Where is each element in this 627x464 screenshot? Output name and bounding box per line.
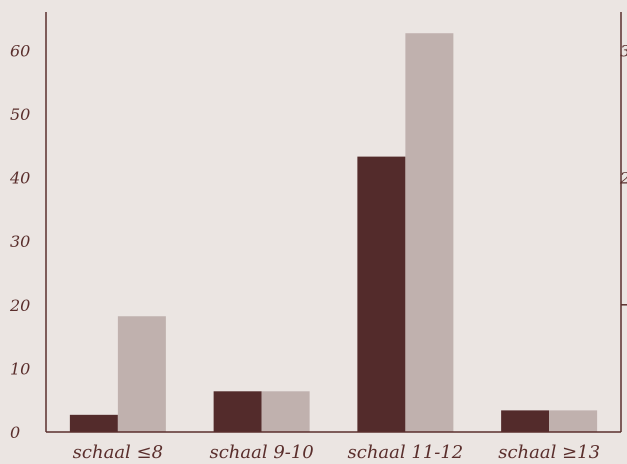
x-tick-label: schaal 9-10 — [209, 442, 313, 463]
y-tick-label: 10 — [10, 359, 30, 378]
bar — [213, 391, 262, 432]
y-tick-label: 20 — [9, 296, 30, 315]
bar — [261, 391, 310, 432]
x-tick-label: schaal ≤8 — [73, 442, 163, 463]
y-axis-left: 0 10 20 30 40 50 60 — [9, 12, 47, 442]
x-tick-label: schaal 11-12 — [348, 442, 464, 463]
bar — [357, 156, 406, 432]
y-tick-label: 0 — [10, 423, 20, 442]
bar — [405, 33, 454, 433]
bar — [501, 410, 550, 432]
y-tick-label: 60 — [10, 41, 30, 60]
bar — [549, 410, 598, 432]
y-right-tick-label: 3 — [620, 41, 627, 60]
x-axis: schaal ≤8 schaal 9-10 schaal 11-12 schaal ≥… — [46, 431, 621, 463]
bars — [69, 33, 598, 433]
y-tick-label: 30 — [10, 232, 30, 251]
y-axis-right: 23 — [619, 12, 627, 432]
y-right-tick-label: 2 — [619, 169, 627, 188]
bar — [69, 414, 118, 432]
y-tick-label: 50 — [10, 105, 30, 124]
x-tick-label: schaal ≥13 — [498, 442, 600, 463]
bar — [117, 316, 166, 432]
y-tick-label: 40 — [9, 169, 30, 188]
